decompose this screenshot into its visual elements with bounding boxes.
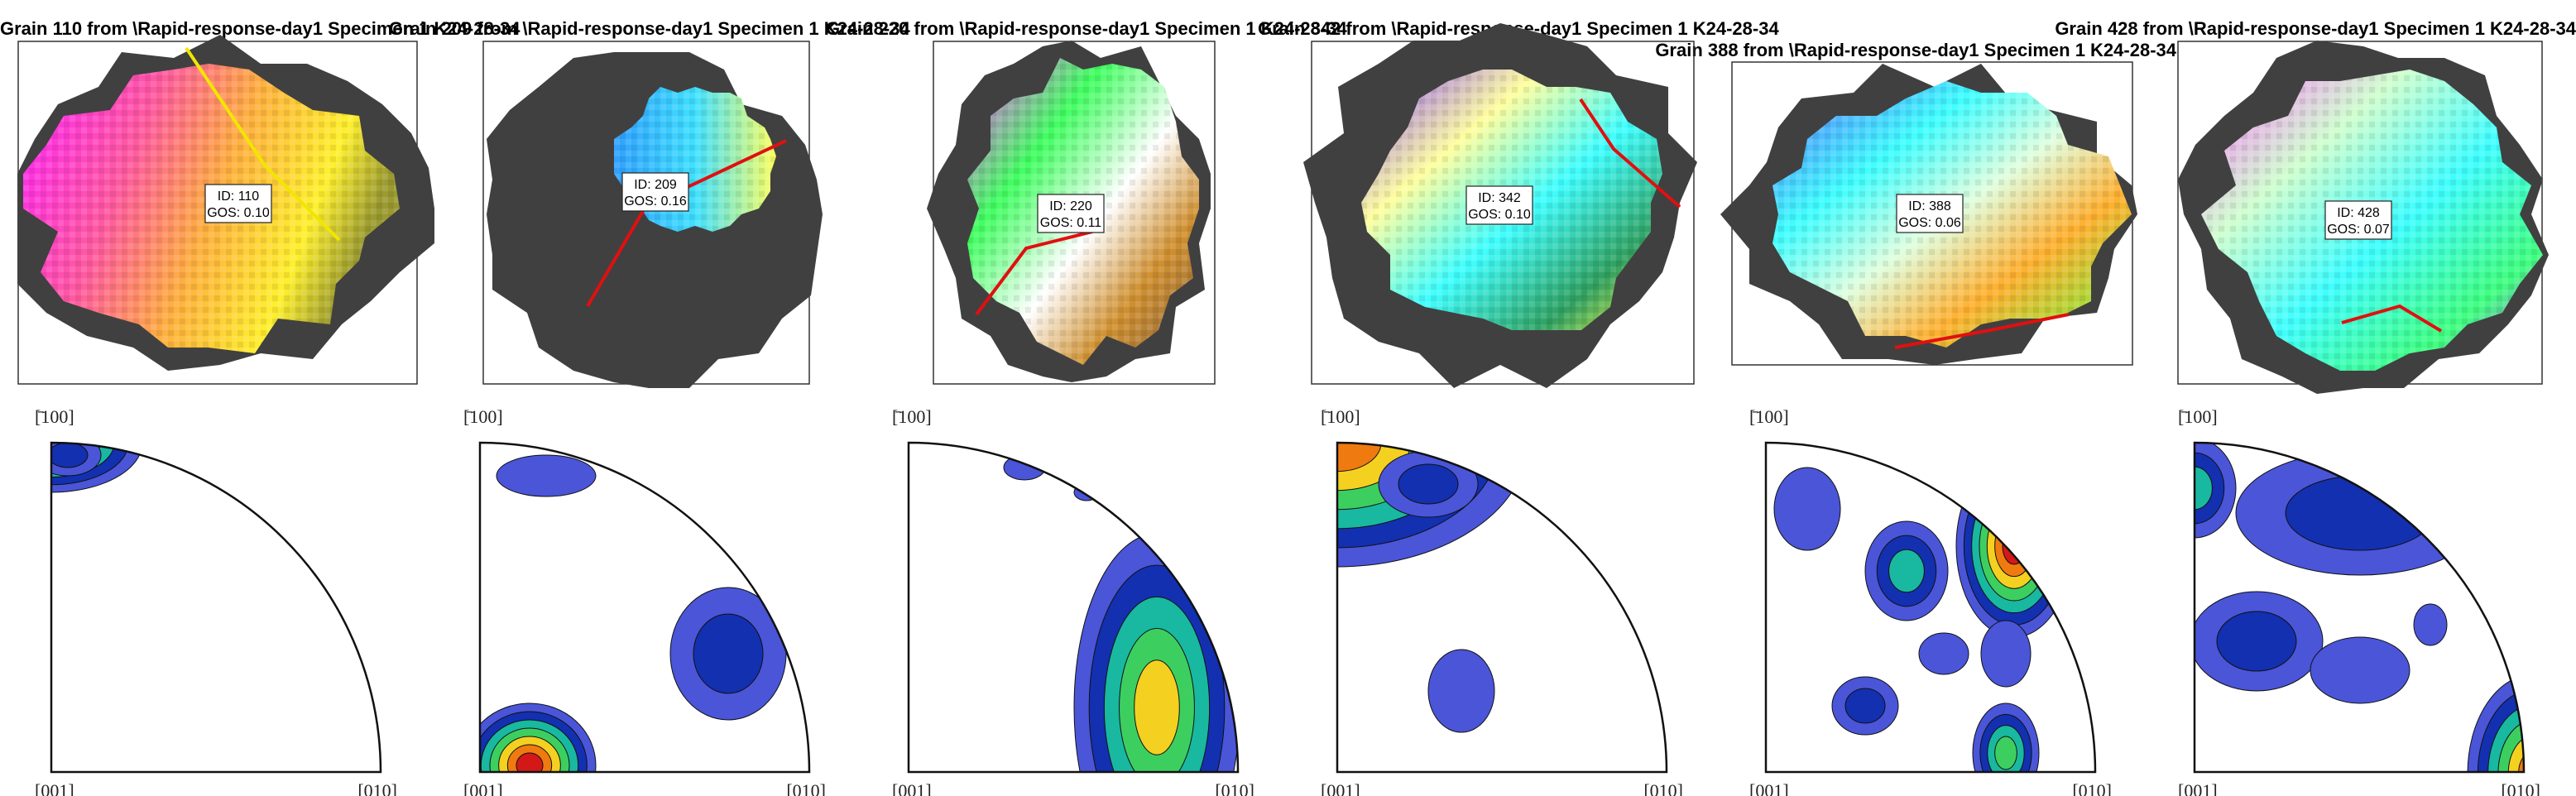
density-contour <box>1073 483 1100 501</box>
label-background <box>1465 185 1533 225</box>
grain-map-title: Grain 220 from \Rapid-response-day1 Spec… <box>826 18 1347 39</box>
pole-top-label: [̄100] <box>463 406 503 427</box>
grain-id-label: ID: 110 <box>218 189 260 204</box>
pole-density-contours <box>1337 443 1528 733</box>
pole-figure-outline <box>907 441 1240 774</box>
pole-bottom-right-label: [010] <box>1643 780 1683 796</box>
pole-bottom-right-label: [010] <box>1215 780 1254 796</box>
grain-boundary <box>2341 304 2443 333</box>
grain-label-box: ID: 209 GOS: 0.16 <box>621 172 689 212</box>
grain-gos-label: GOS: 0.11 <box>1040 216 1102 230</box>
grain-id-label: ID: 220 <box>1049 199 1092 213</box>
pole-top-label: [̄100] <box>2178 406 2218 427</box>
density-contour <box>1980 620 2032 688</box>
pole-figure-outline <box>1336 441 1668 774</box>
pole-bottom-left-label: [001] <box>463 780 503 796</box>
pole-figure-outline <box>1764 441 2097 774</box>
grain-label-box: ID: 110 GOS: 0.10 <box>204 184 272 223</box>
pole-top-label: [̄100] <box>1749 406 1789 427</box>
pole-figure-panel: [̄100] [001] [010] <box>2178 406 2540 796</box>
density-contour <box>1888 549 1925 593</box>
density-contour <box>1427 649 1495 733</box>
pole-bottom-left-label: [001] <box>35 780 74 796</box>
grain-label-box: ID: 428 GOS: 0.07 <box>2324 200 2392 240</box>
grain-id-label: ID: 209 <box>634 178 677 192</box>
pole-density-contours <box>1003 454 1238 772</box>
grain-map-title: Grain 388 from \Rapid-response-day1 Spec… <box>1655 40 2176 60</box>
density-contour <box>777 500 809 650</box>
grain-map-panel: ID: 428 GOS: 0.07 <box>2177 41 2549 394</box>
density-contour <box>496 454 597 497</box>
density-contour <box>1134 659 1180 755</box>
density-contour <box>1918 632 1969 675</box>
pole-bottom-left-label: [001] <box>892 780 932 796</box>
grain-gos-label: GOS: 0.07 <box>2327 223 2390 237</box>
density-contour <box>516 752 544 772</box>
grain-boundary <box>185 46 341 242</box>
grain-map-panel: ID: 220 GOS: 0.11 <box>927 41 1216 385</box>
pole-bottom-left-label: [001] <box>2178 780 2218 796</box>
density-contour <box>1398 463 1459 505</box>
label-background <box>621 172 689 212</box>
pole-density-contours <box>2195 443 2524 772</box>
density-contour <box>2413 603 2448 646</box>
density-contour <box>789 530 809 621</box>
grain-gos-label: GOS: 0.06 <box>1898 216 1961 230</box>
grain-id-label: ID: 342 <box>1478 191 1521 205</box>
grain-map-panel: ID: 342 GOS: 0.10 <box>1303 23 1697 388</box>
pole-figure-outline <box>478 441 811 774</box>
pole-bottom-right-label: [010] <box>786 780 826 796</box>
density-contour <box>1994 515 2034 578</box>
grain-id-label: ID: 428 <box>2337 206 2380 220</box>
grain-label-box: ID: 220 GOS: 0.11 <box>1037 194 1105 233</box>
pole-figure-panel: [̄100] [001] [010] <box>1321 406 1683 796</box>
pole-bottom-right-label: [010] <box>357 780 397 796</box>
pole-bottom-right-label: [010] <box>2072 780 2112 796</box>
pole-bottom-right-label: [010] <box>2501 780 2540 796</box>
grain-map-title: Grain 209 from \Rapid-response-day1 Spec… <box>389 18 910 39</box>
grain-map-panel: ID: 209 GOS: 0.16 <box>482 41 823 388</box>
pole-bottom-left-label: [001] <box>1749 780 1789 796</box>
grain-map-panel: ID: 110 GOS: 0.10 <box>17 35 434 385</box>
pole-figure-panel: [̄100] [001] [010] <box>892 406 1254 796</box>
density-contour <box>51 443 89 468</box>
grain-gos-label: GOS: 0.10 <box>207 206 270 220</box>
pole-density-contours <box>1773 454 2073 772</box>
grain-gos-label: GOS: 0.10 <box>1468 208 1531 222</box>
grain-map-title: Grain 110 from \Rapid-response-day1 Spec… <box>0 18 520 39</box>
pole-figure-outline <box>50 441 382 774</box>
grain-map-title: Grain 428 from \Rapid-response-day1 Spec… <box>2055 18 2576 39</box>
density-contour <box>1337 443 1411 492</box>
density-contour <box>1994 736 2017 770</box>
pole-top-label: [̄100] <box>35 406 74 427</box>
label-background <box>1896 194 1964 233</box>
grain-boundary <box>1894 313 2070 349</box>
density-contour <box>2216 611 2297 672</box>
density-contour <box>693 613 764 694</box>
pole-top-label: [̄100] <box>892 406 932 427</box>
grain-label-box: ID: 388 GOS: 0.06 <box>1896 194 1964 233</box>
pole-top-label: [̄100] <box>1321 406 1360 427</box>
density-contour <box>2195 452 2225 525</box>
density-contour <box>1773 467 1841 551</box>
pole-figure-panel: [̄100] [001] [010] <box>1749 406 2112 796</box>
label-background <box>204 184 272 223</box>
grain-boundary <box>1579 98 1681 209</box>
pole-density-contours <box>480 454 809 772</box>
density-contour <box>2310 636 2411 704</box>
density-contour <box>1844 688 1886 724</box>
pole-figure-panel: [̄100] [001] [010] <box>35 406 397 796</box>
grain-id-label: ID: 388 <box>1908 199 1951 213</box>
grain-map-panel: ID: 388 GOS: 0.06 <box>1720 61 2137 366</box>
pole-figure-panel: [̄100] [001] [010] <box>463 406 826 796</box>
density-contour <box>2507 735 2524 772</box>
pole-figure-outline <box>2193 441 2526 774</box>
grain-label-box: ID: 342 GOS: 0.10 <box>1465 185 1533 225</box>
pole-bottom-left-label: [001] <box>1321 780 1360 796</box>
grain-gos-label: GOS: 0.16 <box>624 194 687 209</box>
label-background <box>1037 194 1105 233</box>
grain-boundary <box>975 230 1093 316</box>
label-background <box>2324 200 2392 240</box>
